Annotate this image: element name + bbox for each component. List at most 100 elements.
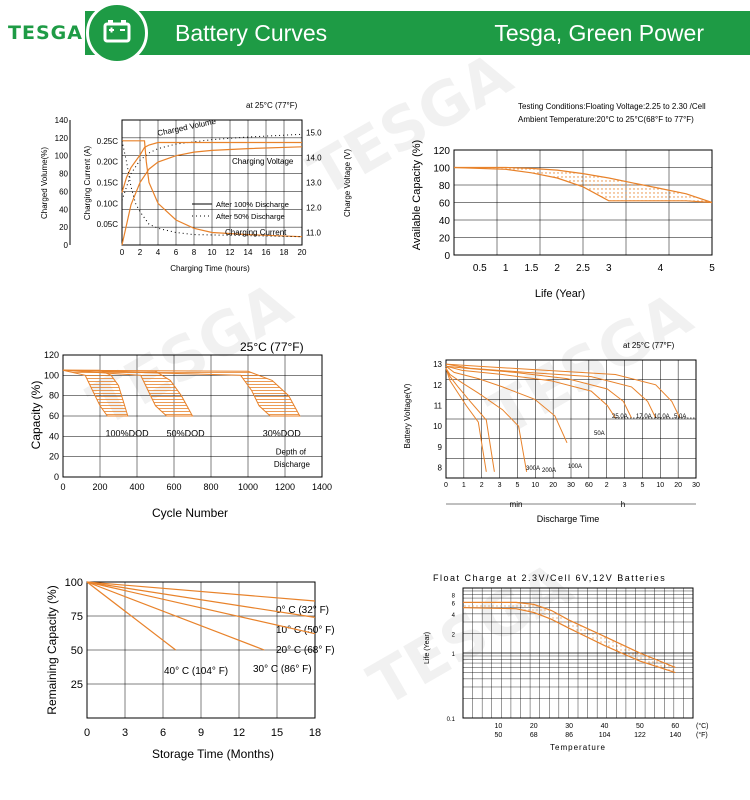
series-label: Charging Current xyxy=(225,228,287,237)
y-tick-label: 60 xyxy=(49,411,59,421)
series-label: 20° C (68° F) xyxy=(276,645,335,656)
x-tick-label: 20 xyxy=(298,248,307,257)
temperature-line xyxy=(86,581,316,602)
series-label: 30° C (86° F) xyxy=(253,664,312,675)
y-tick-label: 100 xyxy=(55,152,69,161)
y-axis-label: Charged Volume(%) xyxy=(40,147,49,219)
x-tick-label: 2 xyxy=(605,482,609,489)
y-tick-label: 100 xyxy=(65,577,83,589)
y-tick-label: 0 xyxy=(64,241,69,250)
discharge-curve xyxy=(445,365,616,419)
y-tick-label: 20 xyxy=(59,223,68,232)
x-tick-label: 10 xyxy=(656,482,664,489)
plot-frame xyxy=(121,119,303,246)
y-tick-label: 100 xyxy=(44,370,59,380)
x-axis-label: Temperature xyxy=(550,743,606,752)
y-tick-label: 140 xyxy=(55,116,69,125)
discharge-curve xyxy=(445,368,495,472)
series-label: 0° C (32° F) xyxy=(276,605,329,616)
y-tick-label: 40 xyxy=(439,216,451,227)
x-axis-label: Discharge Time xyxy=(537,514,600,524)
header: TESGA Battery Curves Tesga, Green Power xyxy=(0,0,750,66)
x-tick-label: 1200 xyxy=(275,482,295,492)
unit-label: min xyxy=(510,500,523,509)
x-tick-label: 6 xyxy=(174,248,179,257)
series-line-volume-100 xyxy=(121,146,303,246)
x-tick-label: 10 xyxy=(208,248,217,257)
series-label: Charging Voltage xyxy=(232,157,294,166)
chart-title: Float Charge at 2.3V/Cell 6V,12V Batteri… xyxy=(433,573,666,583)
band-label: 30%DOD xyxy=(263,428,302,438)
x-tick-label: 1400 xyxy=(312,482,332,492)
temperature-line xyxy=(86,581,265,651)
discharge-curve xyxy=(445,363,657,419)
y-tick-label: 8 xyxy=(452,593,456,599)
x-tick-label: 50 xyxy=(636,723,644,730)
x-tick-label: 2 xyxy=(138,248,143,257)
y-tick-label: 120 xyxy=(433,146,450,157)
y-tick-label: 60 xyxy=(59,187,68,196)
y-tick-label: 13 xyxy=(433,360,442,369)
x-tick-label: 40 xyxy=(601,723,609,730)
y-tick-label: 0.25C xyxy=(97,137,119,146)
y-tick-label: 4 xyxy=(452,613,456,619)
band-label: Discharge xyxy=(274,460,311,469)
tagline: Tesga, Green Power xyxy=(494,20,704,46)
x-tick-label: 60 xyxy=(671,723,679,730)
y-tick-label: 25 xyxy=(71,679,83,691)
y-tick-label: 11.0 xyxy=(306,229,322,238)
y-tick-label: 12.0 xyxy=(306,204,322,213)
rate-label: 50A xyxy=(594,431,605,437)
x-tick-label: 8 xyxy=(192,248,197,257)
y-axis-label: Available Capacity (%) xyxy=(411,140,423,250)
x-tick-label: 18 xyxy=(280,248,289,257)
x-tick-label: 30 xyxy=(692,482,700,489)
x-tick-label: 3 xyxy=(606,263,612,274)
x-axis-label: Storage Time (Months) xyxy=(152,747,274,761)
x-tick-label: 60 xyxy=(585,482,593,489)
discharge-curve xyxy=(445,363,681,419)
x-tick-label: 1 xyxy=(503,263,509,274)
y-tick-label: 0.15C xyxy=(97,179,119,188)
plot-frame xyxy=(62,354,323,478)
y-axis-label: Charging Current (A) xyxy=(83,146,92,221)
chart-note-line2: Ambient Temperature:20°C to 25°C(68°F to… xyxy=(518,115,694,124)
page-title: Battery Curves xyxy=(175,20,328,46)
x-tick-label: 1000 xyxy=(238,482,258,492)
legend-entry: After 100% Discharge xyxy=(216,200,289,209)
x-tick-label: 30 xyxy=(565,723,573,730)
x-tick-label: 3 xyxy=(498,482,502,489)
upper-curve xyxy=(463,601,676,668)
y-tick-label: 50 xyxy=(71,645,83,657)
y-tick-label: 40 xyxy=(59,205,68,214)
x-tick-label: 5 xyxy=(640,482,644,489)
x-tick-label: 2 xyxy=(480,482,484,489)
brand-logo: TESGA xyxy=(8,22,83,44)
brand-box xyxy=(0,11,85,55)
legend-entry: After 50% Discharge xyxy=(216,212,285,221)
plot-frame xyxy=(445,359,697,479)
life-band xyxy=(454,167,712,203)
y-tick-label: 0.05C xyxy=(97,220,119,229)
x-tick-label: 14 xyxy=(244,248,253,257)
y-tick-label: 0 xyxy=(444,251,450,262)
x-tick-label: 9 xyxy=(198,727,204,739)
x-tick-label: 10 xyxy=(494,723,502,730)
x-tick-label: 4 xyxy=(156,248,161,257)
rate-label: 10.0A xyxy=(654,414,670,420)
y-axis-label: Remaining Capacity (%) xyxy=(45,585,59,714)
temperature-line xyxy=(86,581,316,618)
temperature-line xyxy=(86,581,177,651)
unit-label: (°C) xyxy=(696,722,709,730)
self-discharge-chart: 0 3 6 9 12 15 18 25 50 75 100 Storage Time (Months)… xyxy=(45,577,335,761)
plot-frame xyxy=(462,587,694,719)
rate-label: 200A xyxy=(542,468,556,474)
x-tick-label: 20 xyxy=(674,482,682,489)
band-label: Depth of xyxy=(276,448,307,457)
x-tick-label: 10 xyxy=(531,482,539,489)
band-label: 50%DOD xyxy=(167,428,206,438)
battery-icon xyxy=(103,20,131,43)
chart-note-line1: Testing Conditions:Floating Voltage:2.25… xyxy=(518,102,706,111)
y-tick-label: 0.1 xyxy=(447,717,456,723)
y-tick-label: 2 xyxy=(452,632,456,638)
